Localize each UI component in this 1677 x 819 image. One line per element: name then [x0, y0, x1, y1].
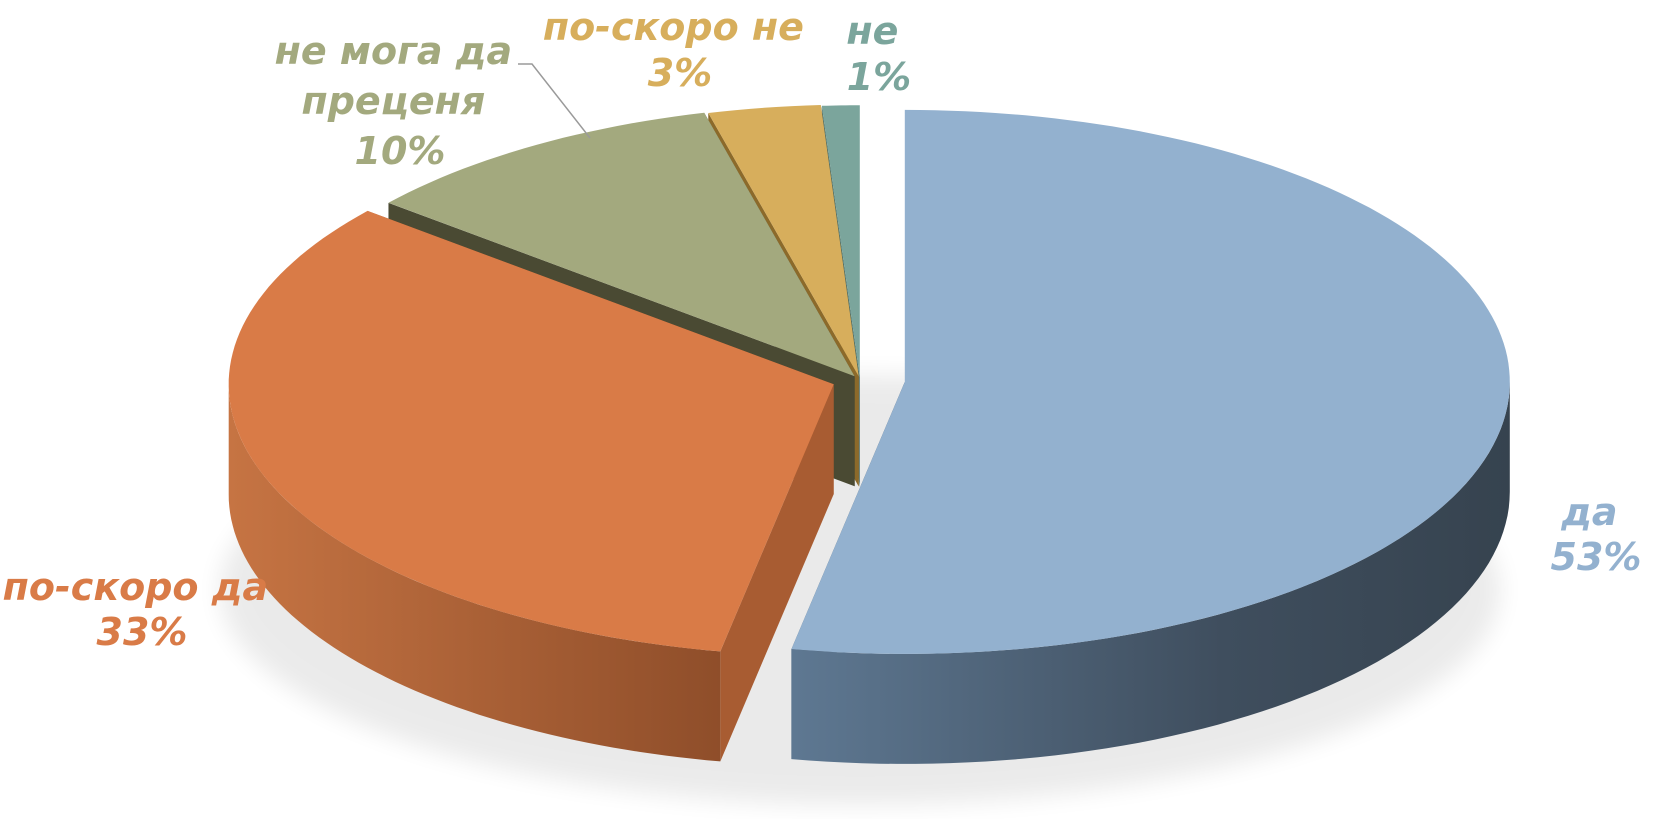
slice-по-скоро-не	[708, 105, 859, 377]
slice-cut-по-скоро-да-0	[720, 384, 834, 762]
label-ne: не 1%	[846, 9, 911, 99]
slice-не-мога-да-преценя	[388, 112, 855, 377]
slice-side-по-скоро-да	[228, 384, 721, 762]
slice-по-скоро-да	[228, 210, 834, 652]
label-da: да 53%	[1551, 490, 1642, 579]
label-po-skoro-da: по-скоро да 33%	[3, 565, 282, 654]
label-ne-moga-da-precenya: не мога да преценя 10%	[275, 29, 526, 173]
slice-не	[821, 105, 860, 378]
slice-side-да	[791, 381, 1510, 764]
label-po-skoro-ne: по-скоро не 3%	[543, 5, 817, 95]
leader-line	[518, 63, 591, 139]
slice-да	[791, 109, 1510, 654]
